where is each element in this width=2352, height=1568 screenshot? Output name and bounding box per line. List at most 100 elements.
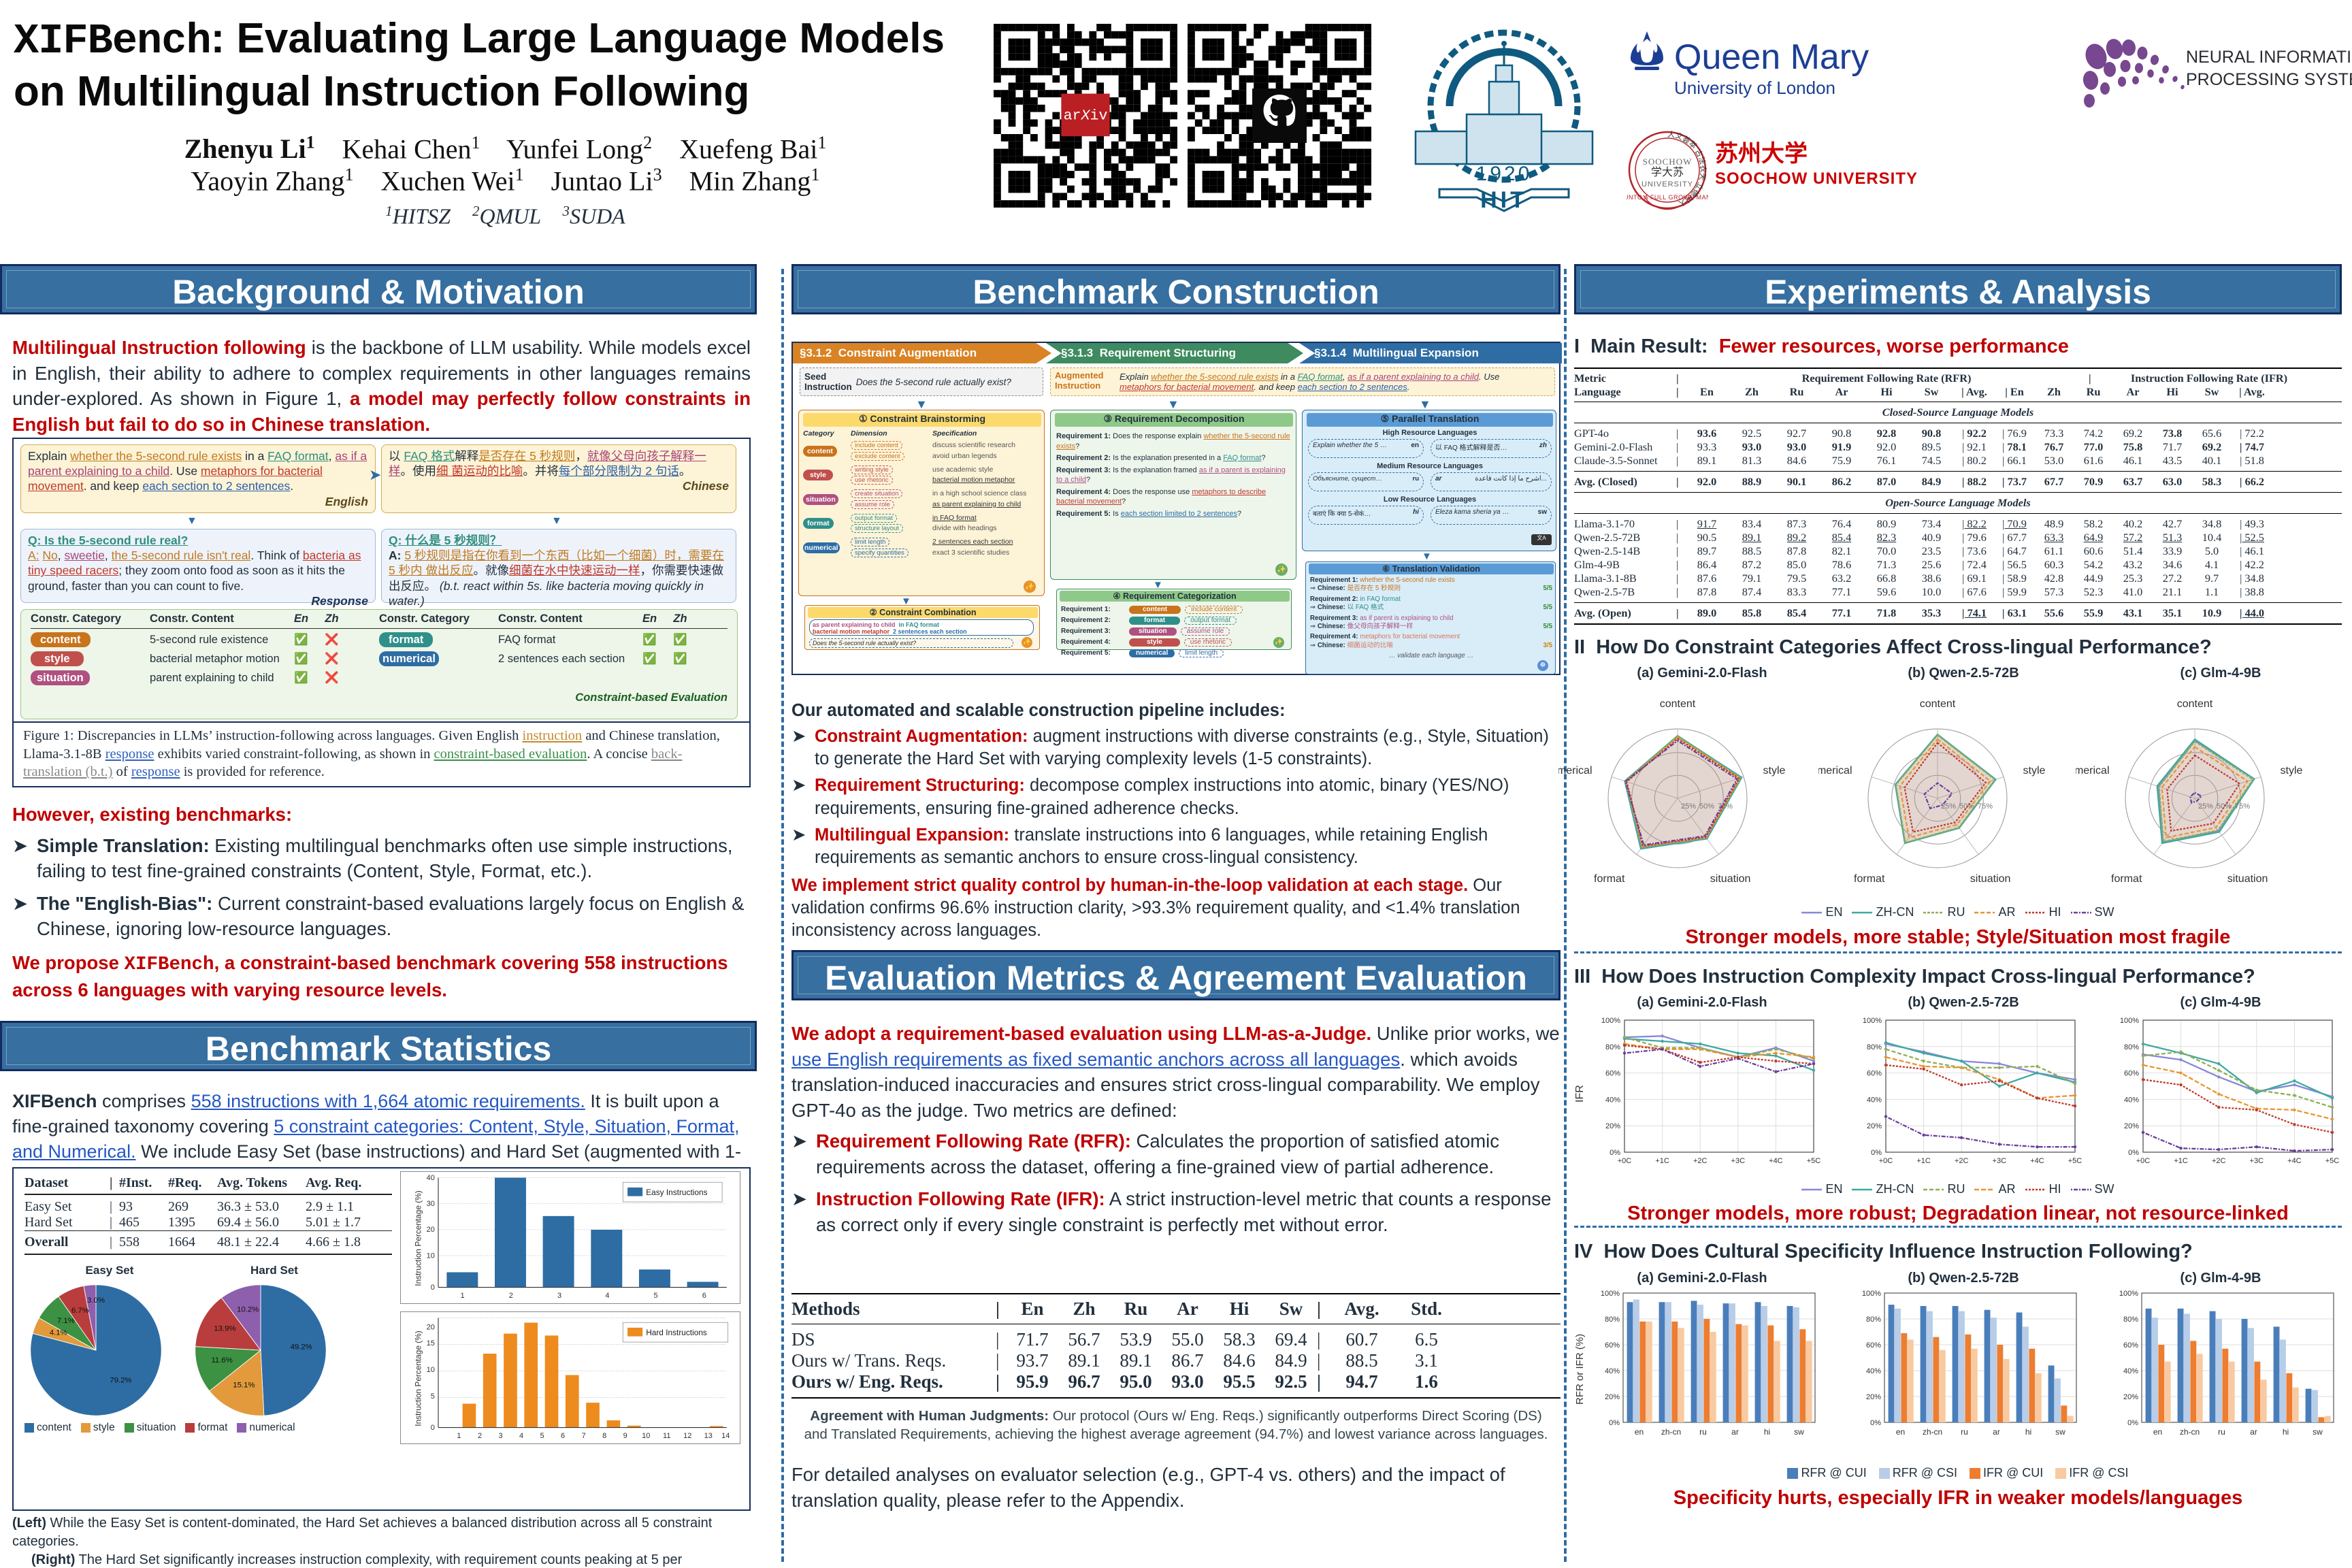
svg-text:0: 0: [431, 1424, 435, 1432]
svg-text:40%: 40%: [1605, 1367, 1620, 1375]
svg-text:25%: 25%: [1681, 802, 1696, 811]
svg-text:2: 2: [509, 1292, 513, 1300]
svg-text:40%: 40%: [2124, 1096, 2139, 1104]
svg-text:6: 6: [561, 1432, 565, 1440]
svg-text:content: content: [2177, 698, 2213, 710]
svg-text:8: 8: [602, 1432, 606, 1440]
svg-text:20%: 20%: [2123, 1393, 2138, 1401]
svg-text:60%: 60%: [2124, 1070, 2139, 1078]
svg-text:20%: 20%: [1866, 1393, 1881, 1401]
svg-text:hi: hi: [1764, 1427, 1770, 1437]
svg-text:3: 3: [557, 1292, 561, 1300]
svg-text:+2C: +2C: [1693, 1157, 1708, 1165]
svg-text:15: 15: [427, 1339, 435, 1348]
svg-text:+3C: +3C: [1993, 1157, 2007, 1165]
svg-text:5: 5: [654, 1292, 658, 1300]
svg-text:10: 10: [427, 1252, 435, 1260]
svg-text:en: en: [2153, 1427, 2162, 1437]
svg-text:75%: 75%: [1978, 802, 1993, 811]
svg-text:ru: ru: [1961, 1427, 1968, 1437]
svg-text:7: 7: [582, 1432, 586, 1440]
svg-text:4: 4: [519, 1432, 523, 1440]
svg-text:100%: 100%: [2119, 1290, 2138, 1298]
svg-text:0%: 0%: [1870, 1419, 1881, 1427]
svg-text:100%: 100%: [1601, 1017, 1620, 1025]
svg-text:80%: 80%: [1866, 1316, 1881, 1324]
svg-text:2: 2: [478, 1432, 482, 1440]
svg-text:style: style: [1763, 765, 1786, 777]
svg-text:HIT: HIT: [1480, 187, 1528, 213]
svg-text:9: 9: [623, 1432, 627, 1440]
svg-text:50%: 50%: [1959, 802, 1974, 811]
svg-text:25%: 25%: [1941, 802, 1956, 811]
svg-text:学大苏: 学大苏: [1651, 166, 1684, 178]
svg-text:0%: 0%: [2128, 1149, 2139, 1157]
svg-text:+0C: +0C: [1879, 1157, 1893, 1165]
svg-text:100%: 100%: [2120, 1017, 2139, 1025]
svg-text:situation: situation: [1970, 873, 2011, 885]
svg-text:UNIVERSITY: UNIVERSITY: [1642, 180, 1693, 189]
svg-text:20: 20: [427, 1226, 435, 1234]
svg-text:60%: 60%: [1866, 1341, 1881, 1350]
svg-text:sw: sw: [2313, 1427, 2323, 1437]
svg-text:79.2%: 79.2%: [110, 1376, 131, 1384]
svg-text:60%: 60%: [1867, 1070, 1882, 1078]
svg-text:75%: 75%: [2235, 802, 2250, 811]
svg-text:0%: 0%: [1610, 1149, 1620, 1157]
svg-text:6: 6: [702, 1292, 706, 1300]
svg-text:+1C: +1C: [1916, 1157, 1931, 1165]
svg-text:+5C: +5C: [1807, 1157, 1820, 1165]
svg-text:4: 4: [605, 1292, 609, 1300]
svg-text:80%: 80%: [1605, 1316, 1620, 1324]
svg-text:60%: 60%: [1605, 1070, 1620, 1078]
svg-text:0%: 0%: [1871, 1149, 1882, 1157]
svg-text:20%: 20%: [2124, 1122, 2139, 1130]
svg-text:ar: ar: [1731, 1427, 1739, 1437]
svg-text:3: 3: [498, 1432, 502, 1440]
svg-text:50%: 50%: [2217, 802, 2232, 811]
svg-text:75%: 75%: [1718, 802, 1733, 811]
svg-text:en: en: [1635, 1427, 1644, 1437]
svg-text:+5C: +5C: [2068, 1157, 2082, 1165]
svg-text:1920: 1920: [1476, 163, 1533, 185]
svg-text:format: format: [2111, 873, 2142, 885]
svg-text:100%: 100%: [1862, 1290, 1881, 1298]
svg-text:+1C: +1C: [2174, 1157, 2188, 1165]
svg-text:+5C: +5C: [2325, 1157, 2339, 1165]
svg-text:80%: 80%: [2124, 1043, 2139, 1051]
svg-text:60%: 60%: [1605, 1341, 1620, 1350]
svg-text:12: 12: [683, 1432, 691, 1440]
svg-text:+0C: +0C: [2136, 1157, 2151, 1165]
svg-text:13.9%: 13.9%: [214, 1325, 235, 1333]
svg-text:20%: 20%: [1867, 1122, 1882, 1130]
svg-text:6.7%: 6.7%: [71, 1307, 89, 1315]
svg-text:style: style: [2023, 765, 2046, 777]
svg-text:numerical: numerical: [2076, 765, 2110, 777]
svg-text:20%: 20%: [1605, 1393, 1620, 1401]
svg-text:5: 5: [540, 1432, 544, 1440]
svg-text:Instruction Percentage (%): Instruction Percentage (%): [414, 1190, 423, 1286]
svg-text:40: 40: [427, 1174, 435, 1182]
svg-text:ru: ru: [2218, 1427, 2225, 1437]
svg-text:40%: 40%: [2123, 1367, 2138, 1375]
svg-text:zh-cn: zh-cn: [1661, 1427, 1681, 1437]
svg-text:40%: 40%: [1605, 1096, 1620, 1104]
svg-text:13: 13: [704, 1432, 713, 1440]
svg-text:100%: 100%: [1863, 1017, 1882, 1025]
svg-text:11: 11: [663, 1432, 670, 1440]
svg-text:+4C: +4C: [2287, 1157, 2302, 1165]
svg-text:4.1%: 4.1%: [50, 1328, 67, 1337]
svg-text:50%: 50%: [1699, 802, 1714, 811]
svg-text:11.6%: 11.6%: [211, 1356, 232, 1365]
svg-text:content: content: [1920, 698, 1956, 710]
svg-text:ru: ru: [1699, 1427, 1707, 1437]
svg-text:+4C: +4C: [1769, 1157, 1783, 1165]
svg-text:+0C: +0C: [1618, 1157, 1632, 1165]
svg-text:Hard Instructions: Hard Instructions: [646, 1328, 707, 1337]
svg-text:25%: 25%: [2198, 802, 2213, 811]
svg-text:zh-cn: zh-cn: [2180, 1427, 2200, 1437]
svg-text:80%: 80%: [1605, 1043, 1620, 1051]
svg-text:20%: 20%: [1605, 1122, 1620, 1130]
svg-text:0%: 0%: [2127, 1419, 2138, 1427]
svg-text:14: 14: [721, 1432, 730, 1440]
